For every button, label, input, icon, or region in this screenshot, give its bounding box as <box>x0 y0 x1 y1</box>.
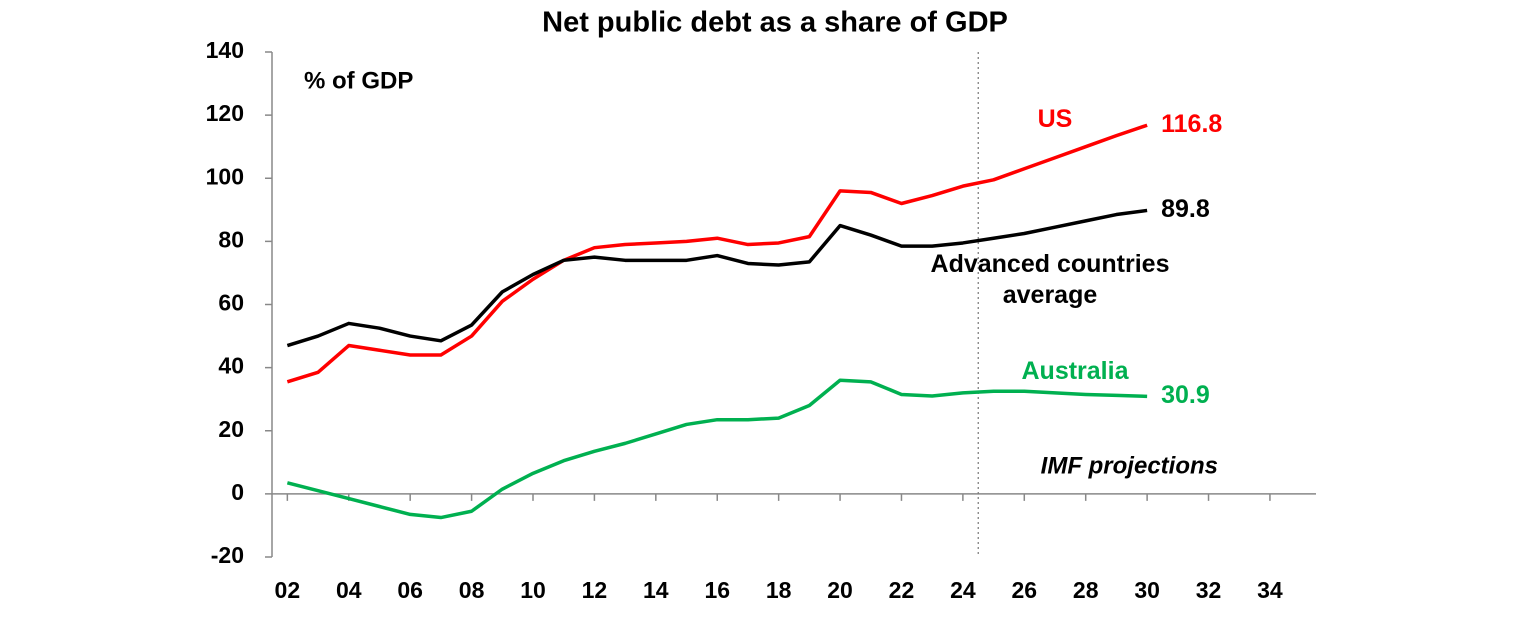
x-tick-label: 14 <box>643 577 669 603</box>
y-tick-label: 140 <box>206 37 244 63</box>
x-tick-label: 16 <box>704 577 730 603</box>
y-tick-label: 120 <box>206 100 244 126</box>
x-tick-label: 28 <box>1073 577 1099 603</box>
y-tick-label: -20 <box>211 542 244 568</box>
series-name: Australia <box>1021 357 1129 385</box>
y-tick-label: 40 <box>218 353 244 379</box>
y-tick-label: 20 <box>218 416 244 442</box>
value-label: 116.8 <box>1161 110 1222 138</box>
x-tick-label: 10 <box>520 577 546 603</box>
y-axis-label: % of GDP <box>304 67 413 94</box>
x-tick-label: 24 <box>950 577 976 603</box>
x-tick-label: 32 <box>1196 577 1222 603</box>
chart-title: Net public debt as a share of GDP <box>542 7 1008 39</box>
series-name: US <box>1037 105 1073 133</box>
x-tick-label: 30 <box>1134 577 1160 603</box>
annotation: IMF projections <box>1041 452 1218 479</box>
x-tick-label: 02 <box>275 577 301 603</box>
y-tick-label: 0 <box>231 479 244 505</box>
x-tick-label: 18 <box>766 577 792 603</box>
value-label: 89.8 <box>1161 195 1210 223</box>
x-tick-label: 08 <box>459 577 485 603</box>
series-line <box>286 123 1148 384</box>
x-tick-label: 34 <box>1257 577 1283 603</box>
y-tick-label: 100 <box>206 163 244 189</box>
x-tick-label: 12 <box>582 577 608 603</box>
x-tick-label: 04 <box>336 577 362 603</box>
y-tick-label: 80 <box>218 226 244 252</box>
x-tick-label: 06 <box>397 577 423 603</box>
value-label: 30.9 <box>1161 381 1210 409</box>
x-tick-label: 26 <box>1011 577 1037 603</box>
series-name: Advanced countries average <box>930 250 1170 309</box>
x-tick-label: 20 <box>827 577 853 603</box>
x-tick-label: 22 <box>889 577 915 603</box>
y-tick-label: 60 <box>218 290 244 316</box>
series-line <box>286 208 1148 348</box>
series-line <box>286 378 1148 520</box>
